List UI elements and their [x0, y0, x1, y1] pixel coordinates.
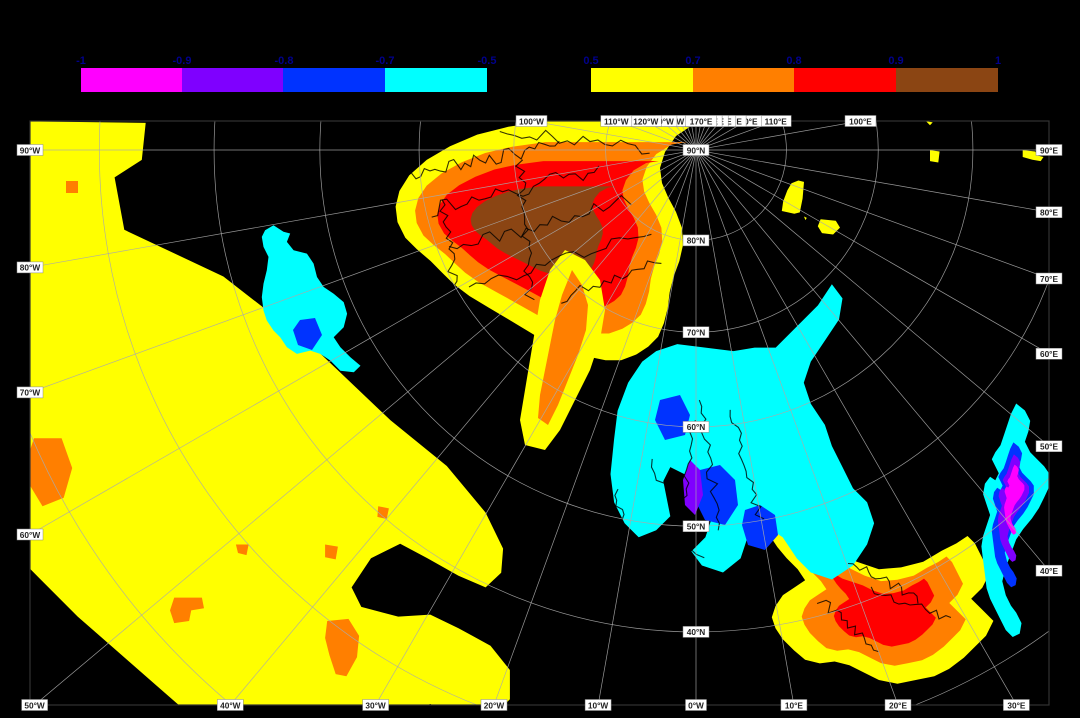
- svg-text:90°W: 90°W: [20, 145, 41, 155]
- svg-text:50°W: 50°W: [24, 700, 45, 710]
- svg-text:-0.9: -0.9: [173, 55, 192, 67]
- svg-text:40°E: 40°E: [1040, 566, 1059, 576]
- svg-text:30°E: 30°E: [1007, 700, 1026, 710]
- svg-text:40°N: 40°N: [687, 627, 706, 637]
- svg-text:60°W: 60°W: [20, 530, 41, 540]
- svg-text:70°N: 70°N: [687, 328, 706, 338]
- svg-text:50°N: 50°N: [687, 522, 706, 532]
- svg-text:80°W: 80°W: [20, 263, 41, 273]
- svg-text:60°N: 60°N: [687, 422, 706, 432]
- svg-text:110°W: 110°W: [604, 116, 629, 126]
- svg-text:70°E: 70°E: [1040, 274, 1059, 284]
- svg-text:-0.8: -0.8: [275, 55, 294, 67]
- svg-text:100°W: 100°W: [519, 116, 544, 126]
- svg-text:-0.7: -0.7: [376, 55, 395, 67]
- svg-text:0.8: 0.8: [786, 55, 801, 67]
- svg-text:10°E: 10°E: [785, 700, 804, 710]
- svg-text:90°N: 90°N: [687, 145, 706, 155]
- svg-text:110°E: 110°E: [765, 116, 788, 126]
- svg-text:70°W: 70°W: [20, 388, 41, 398]
- svg-text:10°W: 10°W: [588, 700, 609, 710]
- svg-text:170°E: 170°E: [690, 116, 713, 126]
- svg-text:30°W: 30°W: [365, 700, 386, 710]
- svg-text:50°E: 50°E: [1040, 442, 1059, 452]
- svg-text:60°E: 60°E: [1040, 349, 1059, 359]
- svg-text:40°W: 40°W: [220, 700, 241, 710]
- svg-text:0°W: 0°W: [688, 700, 704, 710]
- svg-text:-1: -1: [76, 55, 86, 67]
- svg-text:120°W: 120°W: [633, 116, 658, 126]
- svg-text:-0.5: -0.5: [478, 55, 497, 67]
- svg-text:90°E: 90°E: [1040, 145, 1059, 155]
- svg-text:0.5: 0.5: [583, 55, 598, 67]
- svg-text:100°E: 100°E: [849, 116, 872, 126]
- svg-text:80°E: 80°E: [1040, 208, 1059, 218]
- svg-text:20°W: 20°W: [484, 700, 505, 710]
- svg-text:80°N: 80°N: [687, 236, 706, 246]
- svg-text:1: 1: [995, 55, 1001, 67]
- svg-text:20°E: 20°E: [889, 700, 908, 710]
- svg-text:0.9: 0.9: [888, 55, 903, 67]
- svg-text:0.7: 0.7: [685, 55, 700, 67]
